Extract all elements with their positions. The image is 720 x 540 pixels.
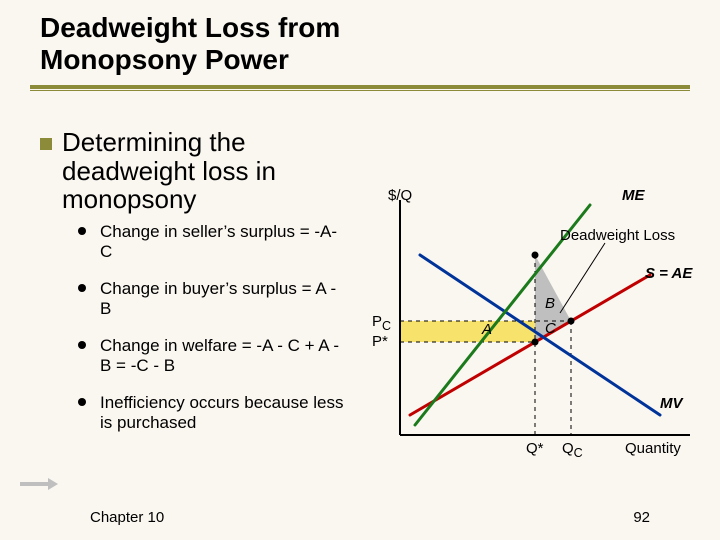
list-item-text: Change in welfare = -A - C + A - B = -C … — [100, 336, 339, 375]
list-item: Change in welfare = -A - C + A - B = -C … — [78, 336, 348, 375]
title-underline-thick — [30, 85, 690, 89]
q-star-label: Q* — [526, 440, 544, 457]
monopsony-chart: $/Q ME Deadweight Loss S = AE MV Quantit… — [360, 195, 700, 465]
p-c-sub: C — [382, 319, 391, 333]
q-c-label: QC — [562, 440, 583, 460]
region-b-label: B — [545, 295, 555, 312]
main-bullet-text: Determining the deadweight loss in monop… — [62, 128, 342, 214]
me-curve-label: ME — [622, 187, 645, 204]
list-item-text: Change in seller’s surplus = -A-C — [100, 222, 337, 261]
title-underline-thin — [30, 90, 690, 91]
sub-bullet-list: Change in seller’s surplus = -A-C Change… — [78, 222, 348, 450]
bullet-dot-icon — [78, 398, 86, 406]
title-line-2: Monopsony Power — [40, 44, 289, 75]
mv-curve-label: MV — [660, 395, 683, 412]
decorative-arrow-icon — [20, 478, 60, 490]
list-item: Inefficiency occurs because less is purc… — [78, 393, 348, 432]
s-ae-curve-label: S = AE — [645, 265, 692, 282]
deadweight-loss-label: Deadweight Loss — [560, 227, 675, 244]
footer-chapter: Chapter 10 — [90, 509, 164, 526]
region-c-label: C — [545, 320, 556, 337]
p-c-label: PC — [372, 313, 391, 333]
bullet-square-icon — [40, 138, 52, 150]
list-item-text: Change in buyer’s surplus = A - B — [100, 279, 336, 318]
y-axis-label: $/Q — [388, 187, 412, 204]
slide-title: Deadweight Loss from Monopsony Power — [40, 12, 340, 76]
list-item-text: Inefficiency occurs because less is purc… — [100, 393, 343, 432]
bullet-dot-icon — [78, 284, 86, 292]
q-c-letter: Q — [562, 440, 574, 457]
bullet-dot-icon — [78, 341, 86, 349]
q-c-sub: C — [574, 446, 583, 460]
footer-page-number: 92 — [633, 509, 650, 526]
p-c-letter: P — [372, 313, 382, 330]
list-item: Change in buyer’s surplus = A - B — [78, 279, 348, 318]
x-axis-label: Quantity — [625, 440, 681, 457]
region-a-label: A — [482, 321, 492, 338]
title-line-1: Deadweight Loss from — [40, 12, 340, 43]
list-item: Change in seller’s surplus = -A-C — [78, 222, 348, 261]
bullet-dot-icon — [78, 227, 86, 235]
p-star-label: P* — [372, 333, 388, 350]
